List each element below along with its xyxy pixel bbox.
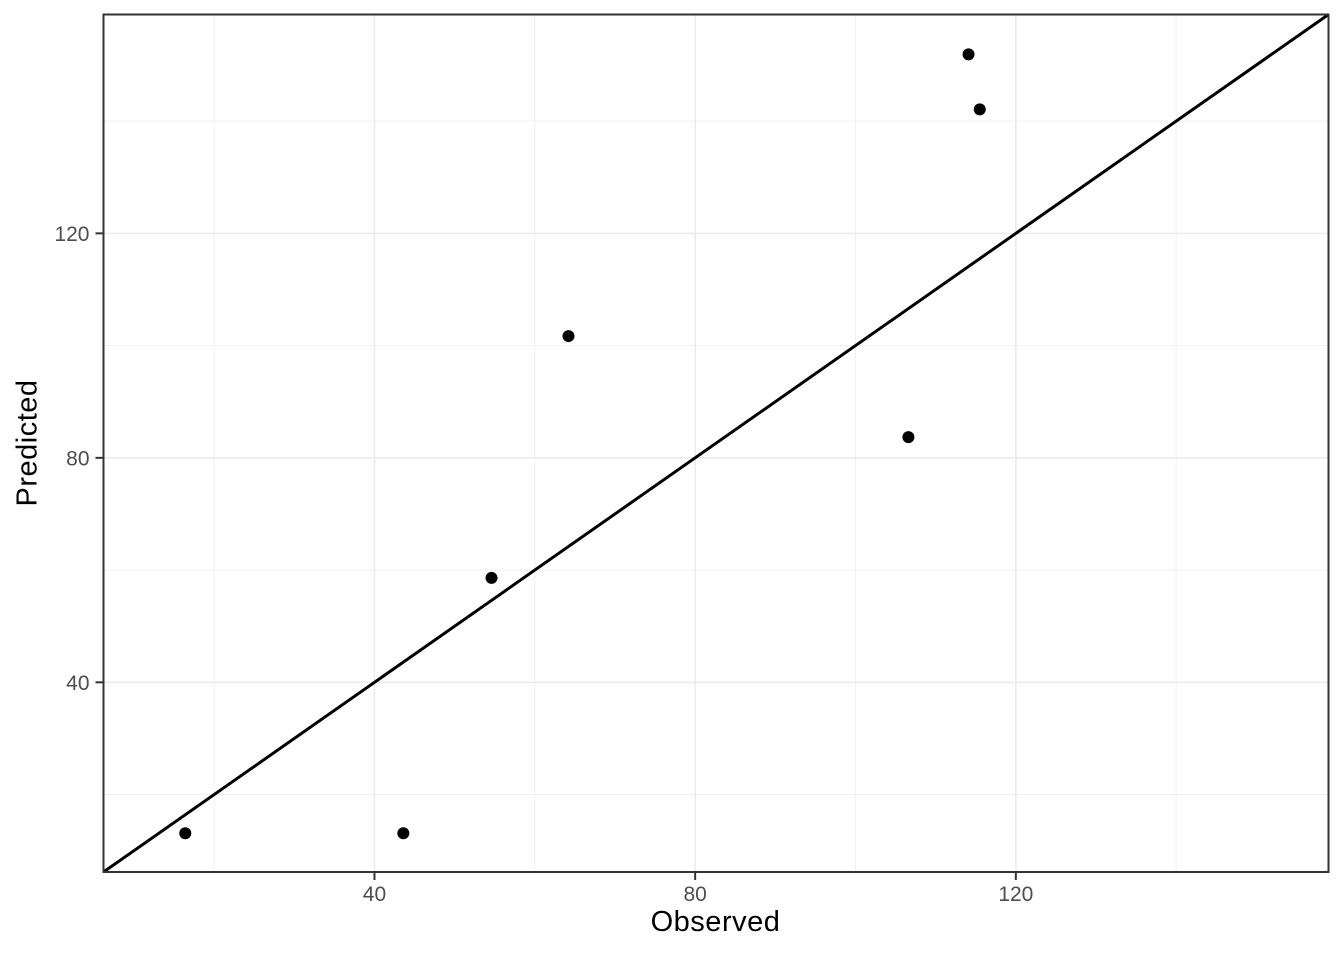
y-axis-title: Predicted bbox=[11, 379, 44, 507]
data-point bbox=[973, 103, 986, 116]
x-tick-label: 40 bbox=[363, 883, 386, 906]
panel-border bbox=[102, 13, 1330, 873]
x-tick-label: 80 bbox=[683, 883, 706, 906]
data-point bbox=[562, 330, 575, 343]
y-tick-label: 80 bbox=[66, 447, 89, 470]
x-axis-title: Observed bbox=[650, 906, 781, 938]
data-point bbox=[179, 827, 192, 840]
y-tick-label: 40 bbox=[66, 672, 89, 695]
data-point bbox=[962, 48, 975, 61]
x-tick-label: 120 bbox=[998, 883, 1033, 906]
data-point bbox=[902, 431, 915, 444]
data-point bbox=[485, 571, 498, 584]
y-tick-label: 120 bbox=[54, 223, 89, 246]
data-point bbox=[397, 827, 410, 840]
identity-line bbox=[102, 13, 1330, 874]
